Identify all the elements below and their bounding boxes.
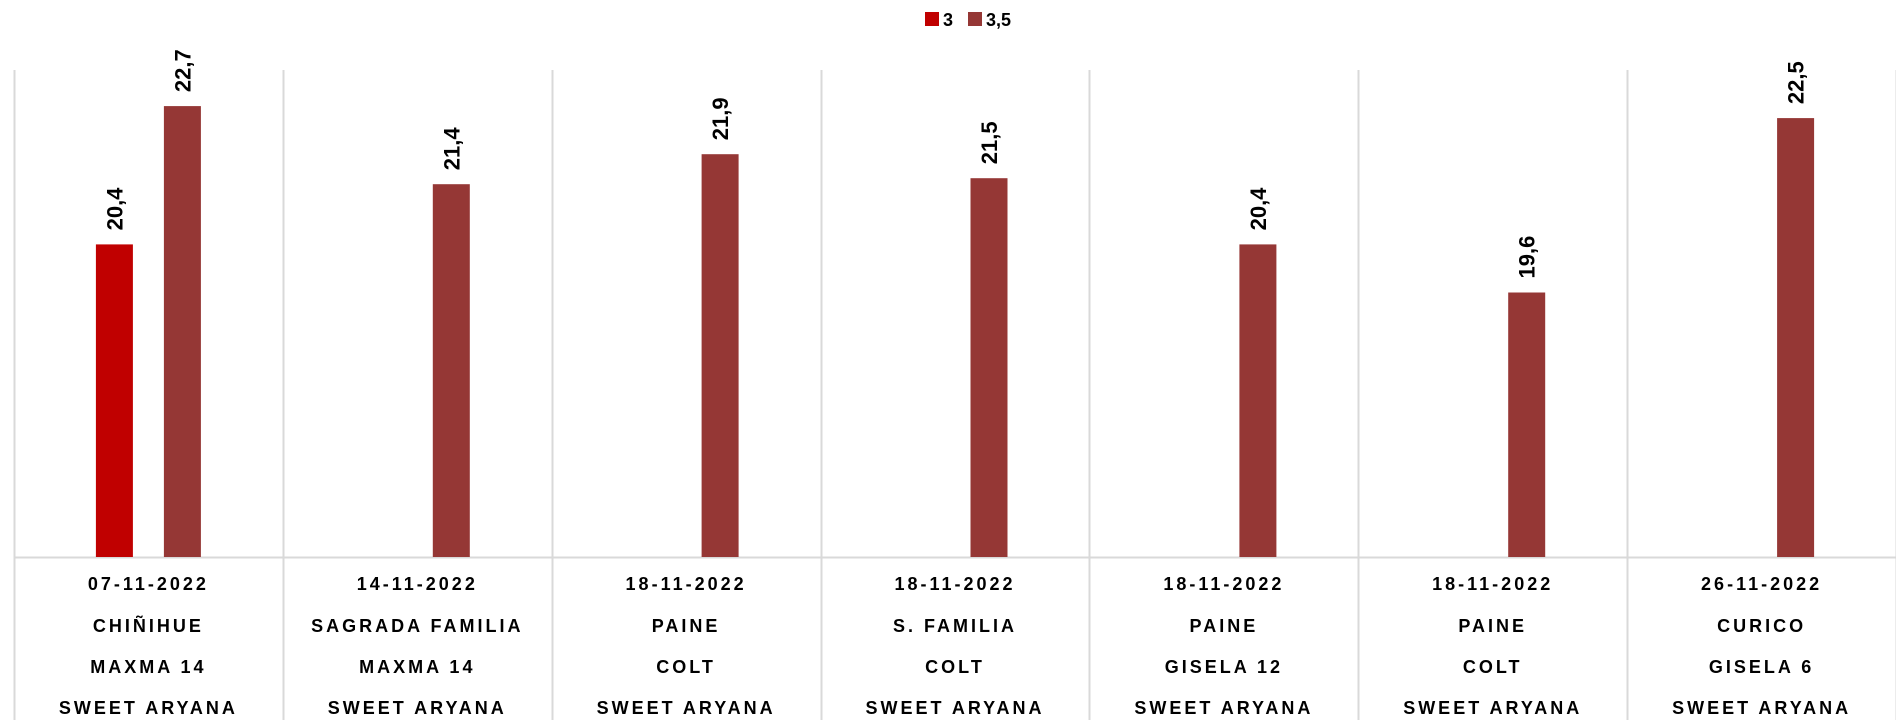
legend: 3 3,5	[925, 10, 1011, 30]
data-labels: 20,4 22,7 21,4 21,9 21,5 20,4 19,6 22,5	[102, 49, 1808, 278]
data-label-series1-cat5: 19,6	[1515, 236, 1540, 279]
category-label-0-line3: SWEET ARYANA	[59, 698, 238, 718]
bar-series1-cat2	[701, 154, 739, 557]
bar-series1-cat4	[1239, 244, 1277, 557]
data-label-series1-cat0: 22,7	[170, 49, 195, 92]
category-label-5-line3: SWEET ARYANA	[1403, 698, 1582, 718]
category-label-1-line2: MAXMA 14	[359, 657, 475, 677]
data-label-series1-cat1: 21,4	[439, 127, 464, 171]
category-label-1-line0: 14-11-2022	[357, 574, 478, 594]
bar-series1-cat1	[432, 184, 470, 557]
category-label-4-line2: GISELA 12	[1165, 657, 1283, 677]
category-label-3-line2: COLT	[925, 657, 985, 677]
data-label-series0-cat0: 20,4	[102, 187, 127, 231]
category-label-6-line1: CURICO	[1717, 616, 1806, 636]
category-label-0-line1: CHIÑIHUE	[93, 615, 204, 636]
legend-label-0: 3	[943, 10, 953, 30]
category-label-3-line0: 18-11-2022	[894, 574, 1015, 594]
legend-swatch-1	[968, 12, 982, 26]
category-label-4-line3: SWEET ARYANA	[1134, 698, 1313, 718]
category-label-2-line2: COLT	[656, 657, 716, 677]
bar-series1-cat0	[163, 106, 201, 557]
category-separators	[13, 70, 1896, 720]
category-axis-labels: 07-11-2022 CHIÑIHUE MAXMA 14 SWEET ARYANA 14…	[59, 574, 1851, 718]
legend-swatch-0	[925, 12, 939, 26]
legend-label-1: 3,5	[986, 10, 1011, 30]
category-label-0-line0: 07-11-2022	[88, 574, 209, 594]
category-label-3-line3: SWEET ARYANA	[865, 698, 1044, 718]
category-label-5-line2: COLT	[1463, 657, 1523, 677]
category-label-6-line3: SWEET ARYANA	[1672, 698, 1851, 718]
data-label-series1-cat6: 22,5	[1784, 61, 1809, 104]
bars	[95, 106, 1815, 557]
category-label-3-line1: S. FAMILIA	[893, 616, 1017, 636]
category-label-1-line3: SWEET ARYANA	[328, 698, 507, 718]
bar-series1-cat6	[1777, 118, 1815, 557]
data-label-series1-cat3: 21,5	[977, 121, 1002, 164]
category-label-5-line1: PAINE	[1458, 616, 1527, 636]
data-label-series1-cat4: 20,4	[1246, 187, 1271, 231]
bar-series0-cat0	[95, 244, 133, 557]
category-label-4-line0: 18-11-2022	[1163, 574, 1284, 594]
category-label-2-line1: PAINE	[652, 616, 721, 636]
category-label-2-line3: SWEET ARYANA	[597, 698, 776, 718]
data-label-series1-cat2: 21,9	[708, 97, 733, 140]
category-label-6-line2: GISELA 6	[1709, 657, 1814, 677]
category-label-0-line2: MAXMA 14	[90, 657, 206, 677]
category-label-2-line0: 18-11-2022	[626, 574, 747, 594]
category-label-5-line0: 18-11-2022	[1432, 574, 1553, 594]
category-label-4-line1: PAINE	[1190, 616, 1259, 636]
bar-series1-cat3	[970, 178, 1008, 557]
bar-series1-cat5	[1508, 292, 1546, 557]
category-label-6-line0: 26-11-2022	[1701, 574, 1822, 594]
category-label-1-line1: SAGRADA FAMILIA	[311, 616, 523, 636]
